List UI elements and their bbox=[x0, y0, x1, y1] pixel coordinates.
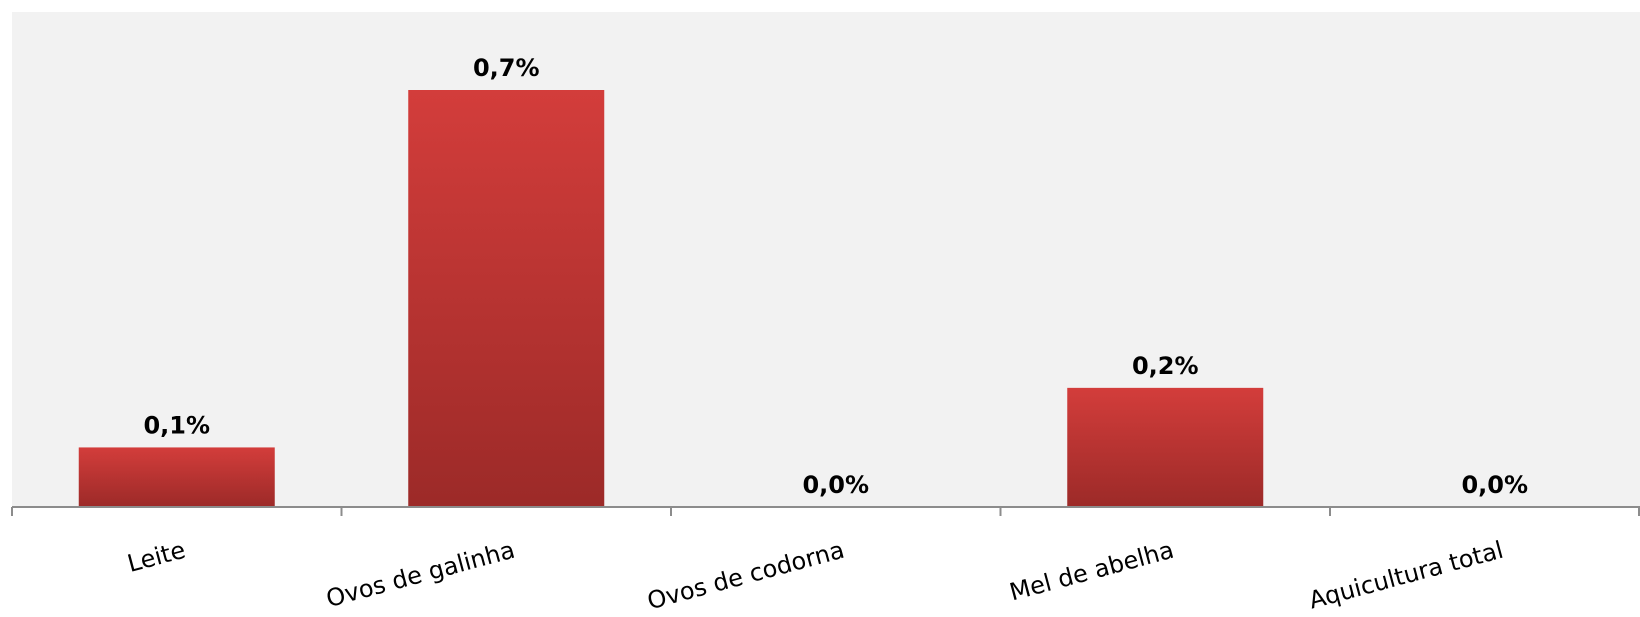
category-label-2: Ovos de codorna bbox=[644, 536, 847, 616]
category-label-4: Aquicultura total bbox=[1306, 536, 1506, 615]
data-label-1: 0,7% bbox=[473, 54, 540, 82]
data-label-2: 0,0% bbox=[802, 471, 869, 499]
bar-0 bbox=[78, 447, 275, 507]
category-label-0: Leite bbox=[124, 536, 188, 578]
bar-3 bbox=[1067, 387, 1264, 507]
bar-1 bbox=[408, 90, 605, 507]
data-label-4: 0,0% bbox=[1461, 471, 1528, 499]
data-label-0: 0,1% bbox=[143, 411, 210, 439]
category-label-1: Ovos de galinha bbox=[323, 536, 518, 613]
plot-area bbox=[12, 12, 1640, 507]
data-label-3: 0,2% bbox=[1132, 352, 1199, 380]
category-label-3: Mel de abelha bbox=[1007, 536, 1177, 607]
